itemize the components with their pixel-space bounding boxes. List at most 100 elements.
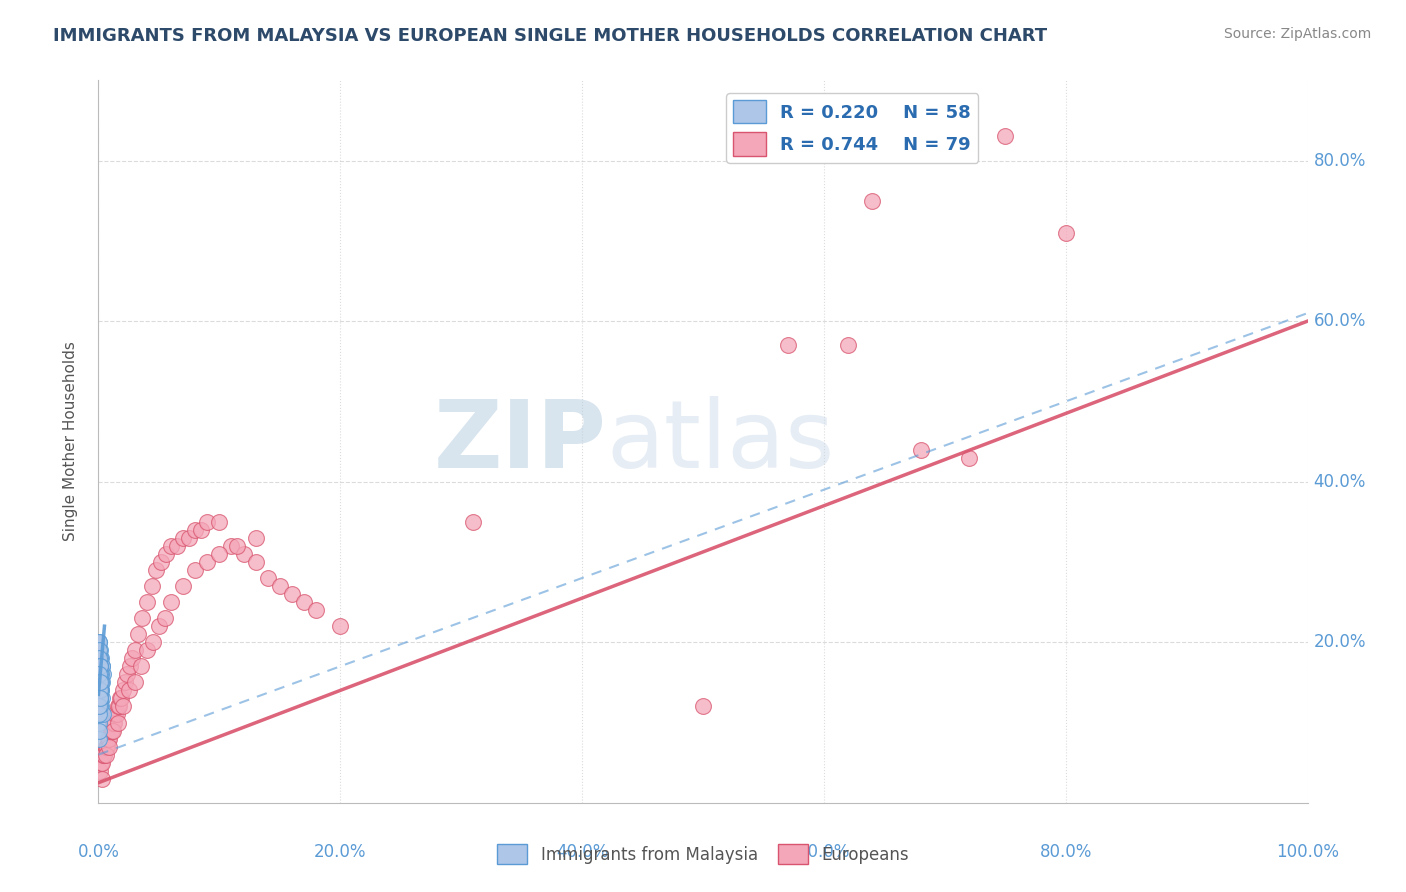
Text: Source: ZipAtlas.com: Source: ZipAtlas.com [1223,27,1371,41]
Point [107,715,129,730]
Point [89,667,111,681]
Legend: R = 0.220    N = 58, R = 0.744    N = 79: R = 0.220 N = 58, R = 0.744 N = 79 [725,93,979,163]
Point [89,651,111,665]
Point [87,635,110,649]
Point [89,691,111,706]
Point [101,723,124,738]
Point [195,555,218,569]
Point [90,756,112,770]
Point [195,515,218,529]
Point [142,635,165,649]
Point [89,707,111,722]
Point [103,715,125,730]
Point [98,739,121,754]
Text: 40.0%: 40.0% [555,843,609,861]
Point [172,579,194,593]
Point [91,667,114,681]
Point [957,450,980,465]
Point [89,683,111,698]
Point [91,707,114,722]
Point [208,547,231,561]
Point [232,547,254,561]
Point [1054,226,1077,240]
Point [110,691,132,706]
Point [87,635,110,649]
Point [108,699,131,714]
Point [89,675,111,690]
Point [89,691,111,706]
Point [89,691,111,706]
Point [87,691,110,706]
Point [184,563,207,577]
Point [190,523,212,537]
Point [89,675,111,690]
Point [89,683,111,698]
Point [87,659,110,673]
Point [87,683,110,698]
Point [90,683,112,698]
Point [89,667,111,681]
Point [121,651,143,665]
Point [89,667,111,681]
Point [87,643,110,657]
Point [117,667,139,681]
Point [89,659,111,673]
Point [100,723,122,738]
Point [100,723,122,738]
Point [179,531,201,545]
Point [89,675,111,690]
Point [89,683,111,698]
Point [87,651,110,665]
Point [89,764,111,778]
Point [89,667,111,681]
Point [172,531,194,545]
Point [692,699,714,714]
Point [281,587,304,601]
Point [208,515,231,529]
Point [89,667,111,681]
Legend: Immigrants from Malaysia, Europeans: Immigrants from Malaysia, Europeans [491,838,915,871]
Point [94,747,117,762]
Point [87,667,110,681]
Point [153,611,176,625]
Point [87,723,110,738]
Point [256,571,278,585]
Point [141,579,163,593]
Point [155,547,177,561]
Point [124,675,146,690]
Point [111,683,134,698]
Text: ZIP: ZIP [433,395,606,488]
Point [910,442,932,457]
Point [87,715,110,730]
Point [124,643,146,657]
Point [127,627,149,641]
Point [118,659,141,673]
Point [148,619,170,633]
Point [145,563,167,577]
Y-axis label: Single Mother Households: Single Mother Households [63,342,77,541]
Point [89,651,111,665]
Point [160,595,183,609]
Point [184,523,207,537]
Text: 20.0%: 20.0% [1313,633,1367,651]
Point [108,691,131,706]
Point [89,691,111,706]
Point [89,699,111,714]
Point [101,715,124,730]
Point [131,611,153,625]
Point [91,756,114,770]
Point [89,707,111,722]
Point [90,667,112,681]
Point [98,731,121,746]
Point [89,675,111,690]
Point [91,659,114,673]
Point [129,659,152,673]
Point [104,707,127,722]
Point [245,531,267,545]
Point [860,194,883,208]
Point [114,675,136,690]
Text: 0.0%: 0.0% [77,843,120,861]
Point [305,603,328,617]
Point [89,691,111,706]
Point [89,683,111,698]
